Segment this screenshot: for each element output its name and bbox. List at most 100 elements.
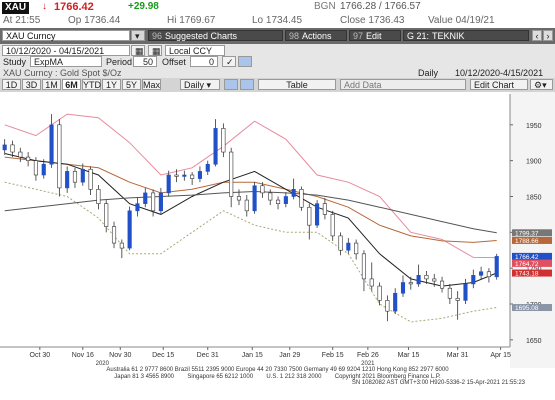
footer: Australia 61 2 9777 8600 Brazil 5511 239… xyxy=(0,367,555,387)
study-select[interactable]: ExpMA xyxy=(30,56,102,67)
open: Op 1736.44 xyxy=(68,15,121,26)
candle-body xyxy=(283,196,288,204)
candle-body xyxy=(26,156,31,161)
candle-body xyxy=(80,168,85,183)
candle-body xyxy=(229,151,234,197)
period-button[interactable]: 3D xyxy=(22,79,41,90)
x-tick-label: Mar 31 xyxy=(447,352,469,359)
offset-input[interactable]: 0 xyxy=(190,56,218,67)
y-tick-label: 1650 xyxy=(526,338,542,345)
candle-body xyxy=(236,196,242,201)
tool[interactable] xyxy=(240,79,254,90)
period-button[interactable]: 6M xyxy=(62,79,81,90)
dropdown[interactable]: ▾ xyxy=(131,30,145,41)
candle-body xyxy=(88,168,93,190)
button-number: 97 xyxy=(353,31,364,41)
period-button[interactable]: 1Y xyxy=(102,79,121,90)
candle-body xyxy=(158,192,163,212)
quote-bar: XAU ↓ 1766.42 +29.98 BGN 1766.28 / 1766.… xyxy=(0,0,555,28)
footer-line: Japan 81 3 4565 8900 Singapore 65 6212 1… xyxy=(114,373,441,380)
period-button[interactable]: Max xyxy=(142,79,161,90)
price-tag-label: 1766.42 xyxy=(515,254,539,261)
tool[interactable] xyxy=(224,79,238,90)
button-number: 96 xyxy=(152,31,163,41)
candle-body xyxy=(338,235,343,251)
suggested-charts[interactable]: 96 Suggested Charts xyxy=(148,30,283,41)
price-tag xyxy=(512,269,552,277)
candle-body xyxy=(244,199,249,212)
arrow: ↓ xyxy=(42,1,47,12)
x-tick-label: Jan 15 xyxy=(242,352,263,359)
period-button[interactable]: 1M xyxy=(42,79,61,90)
candle-body xyxy=(377,285,382,301)
actions[interactable]: 98 Actions xyxy=(285,30,347,41)
year-label: 2021 xyxy=(361,361,375,367)
candle-body xyxy=(486,271,491,278)
candle-body xyxy=(455,297,460,301)
apply[interactable]: ✓ xyxy=(222,56,236,67)
candle-body xyxy=(385,300,390,312)
study-line xyxy=(4,153,497,287)
candle-body xyxy=(143,192,148,204)
candle-body xyxy=(299,189,304,208)
footer-line: Australia 61 2 9777 8600 Brazil 5511 239… xyxy=(106,367,449,373)
period-button[interactable]: 1D xyxy=(2,79,21,90)
button-label: Actions xyxy=(302,31,332,41)
candle-body xyxy=(330,214,335,237)
period-input[interactable]: 50 xyxy=(133,56,157,67)
calendar[interactable]: ▦ xyxy=(131,45,145,56)
price-tag-label: 1799.37 xyxy=(515,230,539,237)
period-button[interactable]: 5Y xyxy=(122,79,141,90)
date-range[interactable]: 10/12/2020 - 04/15/2021 xyxy=(2,45,130,56)
candle-body xyxy=(221,128,226,153)
frequency-menu[interactable]: Daily ▾ xyxy=(180,79,220,90)
candle-body xyxy=(432,278,437,282)
button-number: 98 xyxy=(289,31,300,41)
period-label: Period xyxy=(106,57,133,67)
candle-body xyxy=(260,185,265,194)
candle-body xyxy=(96,189,101,204)
candle-body xyxy=(439,280,445,289)
period-button[interactable]: YTD xyxy=(82,79,101,90)
button-label: TEKNIK COZUMLEM... xyxy=(432,31,465,41)
candle-body xyxy=(151,192,156,212)
table-button[interactable]: Table xyxy=(258,79,336,90)
candle-body xyxy=(10,144,15,153)
nav[interactable]: › xyxy=(543,30,553,41)
button-label: Edit xyxy=(366,31,382,41)
price-tag xyxy=(512,259,552,267)
ticker: XAU xyxy=(2,2,30,14)
candle-body xyxy=(41,163,46,176)
x-tick-label: Dec 31 xyxy=(197,352,219,359)
candle-body xyxy=(307,206,312,226)
price-tag xyxy=(512,252,552,260)
candle-body xyxy=(205,163,210,172)
price-tag-label: 1695.08 xyxy=(515,305,539,312)
x-tick-label: Feb 26 xyxy=(357,352,379,359)
command-bar: XAU Curncy ▾ 96 Suggested Charts 98 Action… xyxy=(0,28,555,44)
edit[interactable]: 97 Edit xyxy=(349,30,401,41)
candle-body xyxy=(252,185,257,212)
settings-panel: 10/12/2020 - 04/15/2021 ▦ ▦ Local CCY St… xyxy=(0,44,555,78)
frequency: Daily xyxy=(418,68,439,78)
y-tick-label: 1900 xyxy=(526,159,542,166)
study-line xyxy=(4,181,497,323)
candle-body xyxy=(400,282,406,294)
price-tag xyxy=(512,236,552,244)
date-span: 10/12/2020-4/15/2021 xyxy=(455,68,544,78)
tool[interactable] xyxy=(238,56,252,67)
candle-body xyxy=(57,124,62,189)
price-tag xyxy=(512,304,552,312)
candle-body xyxy=(416,275,421,285)
edit-chart[interactable]: Edit Chart xyxy=(470,79,528,90)
template[interactable]: G 21:TEKNIK COZUMLEM... xyxy=(403,30,529,41)
candle-body xyxy=(197,171,202,179)
currency[interactable]: Local CCY xyxy=(165,45,225,56)
calendar[interactable]: ▦ xyxy=(148,45,162,56)
security-input[interactable]: XAU Curncy xyxy=(2,30,130,41)
chart-options[interactable]: ⚙▾ xyxy=(530,79,553,90)
add-data[interactable]: Add Data xyxy=(340,79,466,90)
candle-body xyxy=(346,242,351,251)
nav[interactable]: ‹ xyxy=(532,30,542,41)
